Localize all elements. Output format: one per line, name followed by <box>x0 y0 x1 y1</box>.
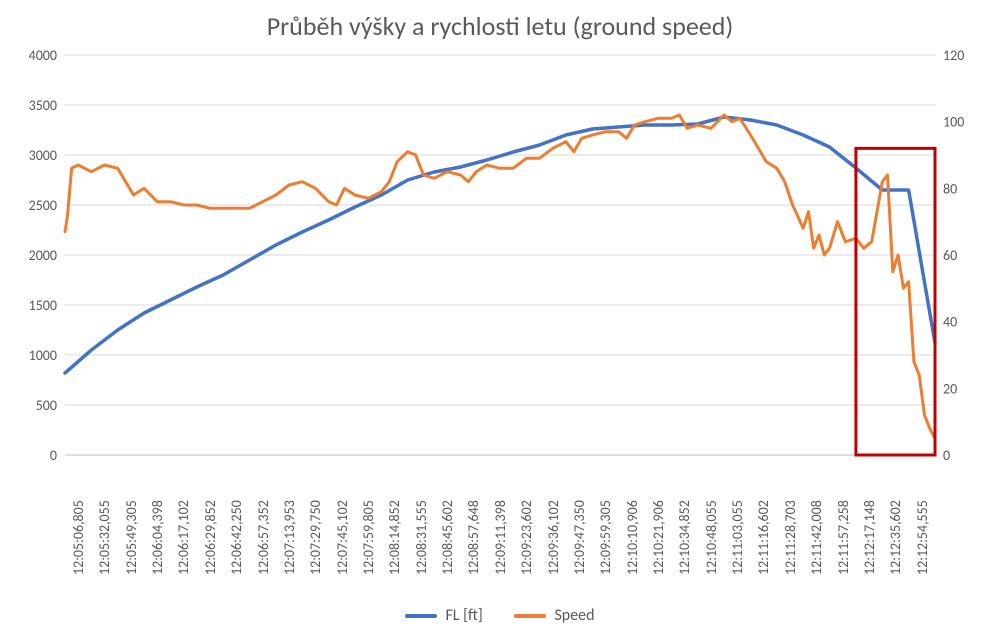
svg-text:20: 20 <box>943 380 957 397</box>
legend-label-fl: FL [ft] <box>445 606 482 625</box>
x-tick-label: 12:12:54,555 <box>914 500 931 575</box>
x-tick-label: 12:07:29,750 <box>307 500 324 575</box>
svg-text:40: 40 <box>943 314 957 331</box>
x-tick-label: 12:10:21,906 <box>650 500 667 575</box>
svg-text:2500: 2500 <box>29 197 57 214</box>
x-tick-label: 12:09:59,305 <box>597 500 614 575</box>
x-axis-labels: 12:05:06,805 12:05:32,055 12:05:49,305 12:0… <box>65 460 935 590</box>
x-tick-label: 12:09:36,102 <box>545 500 562 575</box>
x-tick-label: 12:05:49,305 <box>123 500 140 575</box>
x-tick-label: 12:11:57,258 <box>835 500 852 575</box>
x-tick-label: 12:06:17,102 <box>175 500 192 575</box>
x-tick-label: 12:07:59,805 <box>360 500 377 575</box>
x-tick-label: 12:06:29,852 <box>202 500 219 575</box>
svg-text:3000: 3000 <box>29 147 57 164</box>
x-tick-label: 12:06:57,352 <box>255 500 272 575</box>
x-tick-label: 12:11:03,055 <box>729 500 746 575</box>
legend-label-speed: Speed <box>554 606 594 625</box>
svg-text:500: 500 <box>36 397 57 414</box>
x-tick-label: 12:05:32,055 <box>96 500 113 575</box>
chart-title: Průběh výšky a rychlosti letu (ground sp… <box>0 0 1000 50</box>
svg-text:0: 0 <box>50 447 57 464</box>
x-tick-label: 12:07:45,102 <box>334 500 351 575</box>
svg-text:60: 60 <box>943 247 957 264</box>
svg-text:120: 120 <box>943 47 964 64</box>
svg-text:100: 100 <box>943 114 964 131</box>
svg-text:0: 0 <box>943 447 950 464</box>
chart-container: Průběh výšky a rychlosti letu (ground sp… <box>0 0 1000 631</box>
svg-text:1500: 1500 <box>29 297 57 314</box>
plot-area: 0500100015002000250030003500400002040608… <box>65 55 935 455</box>
x-tick-label: 12:08:14,852 <box>386 500 403 575</box>
x-tick-label: 12:08:57,648 <box>465 500 482 575</box>
x-tick-label: 12:09:47,350 <box>571 500 588 575</box>
chart-svg: 0500100015002000250030003500400002040608… <box>65 55 935 455</box>
legend-item-fl: FL [ft] <box>405 606 482 625</box>
svg-text:1000: 1000 <box>29 347 57 364</box>
x-tick-label: 12:10:48,055 <box>703 500 720 575</box>
svg-text:2000: 2000 <box>29 247 57 264</box>
x-tick-label: 12:06:42,250 <box>228 500 245 575</box>
x-tick-label: 12:09:11,398 <box>492 500 509 575</box>
legend-swatch-fl <box>405 614 437 618</box>
legend-item-speed: Speed <box>514 606 594 625</box>
legend-swatch-speed <box>514 614 546 618</box>
x-tick-label: 12:11:28,703 <box>782 500 799 575</box>
svg-text:80: 80 <box>943 180 957 197</box>
x-tick-label: 12:11:16,602 <box>755 500 772 575</box>
x-tick-label: 12:10:10,906 <box>624 500 641 575</box>
x-tick-label: 12:12:35,602 <box>887 500 904 575</box>
x-tick-label: 12:08:45,602 <box>439 500 456 575</box>
svg-text:4000: 4000 <box>29 47 57 64</box>
x-tick-label: 12:07:13,953 <box>281 500 298 575</box>
x-tick-label: 12:08:31,555 <box>413 500 430 575</box>
x-tick-label: 12:12:17,148 <box>861 500 878 575</box>
svg-text:3500: 3500 <box>29 97 57 114</box>
legend: FL [ft] Speed <box>0 604 1000 626</box>
x-tick-label: 12:10:34,852 <box>676 500 693 575</box>
x-tick-label: 12:09:23,602 <box>518 500 535 575</box>
x-tick-label: 12:06:04,398 <box>149 500 166 575</box>
x-tick-label: 12:11:42,008 <box>808 500 825 575</box>
x-tick-label: 12:05:06,805 <box>70 500 87 575</box>
